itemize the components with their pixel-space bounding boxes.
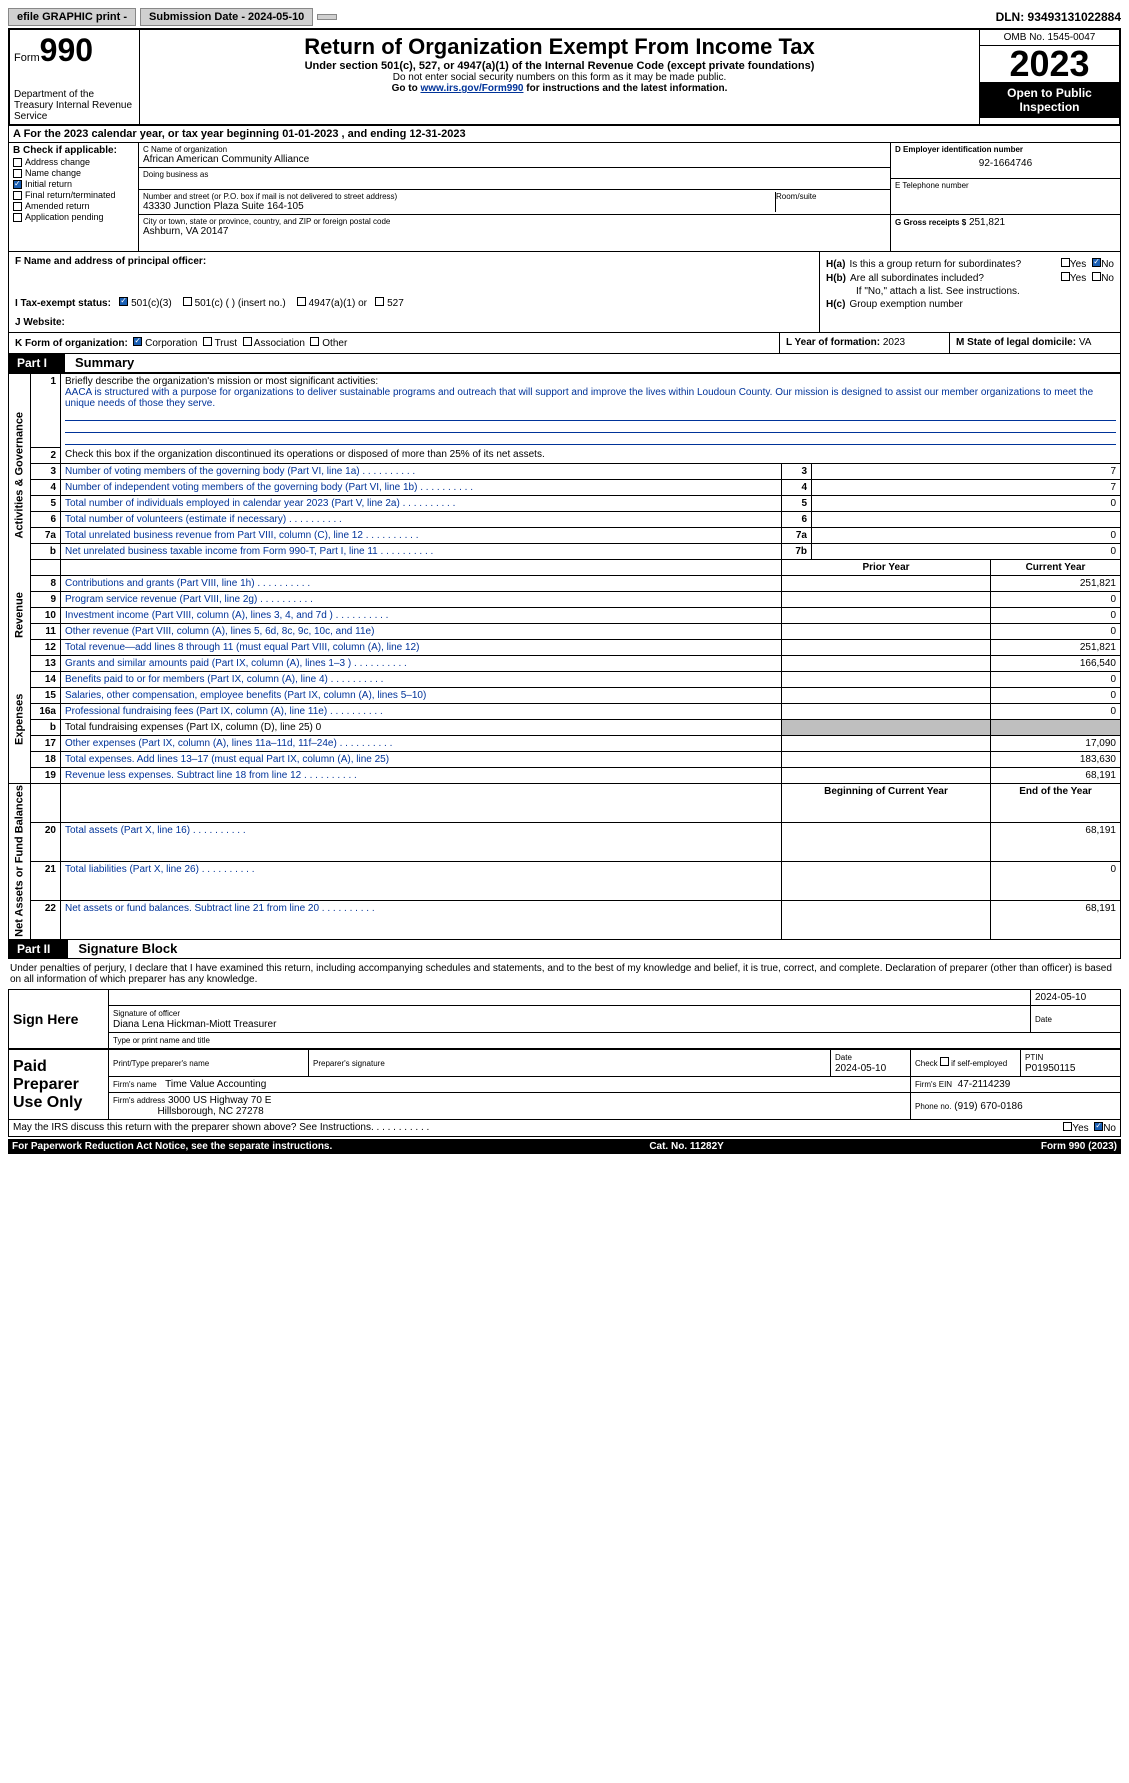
chk-final[interactable] — [13, 191, 22, 200]
chk-initial[interactable] — [13, 180, 22, 189]
discuss-row: May the IRS discuss this return with the… — [8, 1120, 1121, 1137]
period-row: A For the 2023 calendar year, or tax yea… — [8, 126, 1121, 143]
firm-phone: (919) 670-0186 — [954, 1101, 1022, 1112]
submission-btn[interactable]: Submission Date - 2024-05-10 — [140, 8, 313, 26]
perjury-text: Under penalties of perjury, I declare th… — [8, 959, 1121, 989]
box-l: L Year of formation: 2023 — [780, 333, 950, 353]
chk-assoc[interactable] — [243, 337, 252, 346]
chk-self-emp[interactable] — [940, 1057, 949, 1066]
subtitle-3: Go to www.irs.gov/Form990 for instructio… — [144, 83, 975, 94]
chk-hb-yes[interactable] — [1061, 272, 1070, 281]
tab-activities: Activities & Governance — [9, 374, 31, 576]
tax-year: 2023 — [980, 46, 1119, 82]
chk-527[interactable] — [375, 297, 384, 306]
gross-receipts: 251,821 — [969, 217, 1005, 228]
firm-name: Time Value Accounting — [165, 1079, 266, 1090]
chk-corp[interactable] — [133, 337, 142, 346]
org-name: African American Community Alliance — [143, 154, 886, 165]
chk-trust[interactable] — [203, 337, 212, 346]
efile-btn[interactable]: efile GRAPHIC print - — [8, 8, 136, 26]
chk-discuss-no[interactable] — [1094, 1122, 1103, 1131]
blank-btn — [317, 14, 337, 20]
box-m: M State of legal domicile: VA — [950, 333, 1120, 353]
form-header: Form990 Department of the Treasury Inter… — [8, 28, 1121, 126]
box-deg: D Employer identification number92-16647… — [890, 143, 1120, 251]
dept-label: Department of the Treasury Internal Reve… — [14, 69, 135, 122]
chk-name[interactable] — [13, 169, 22, 178]
chk-address[interactable] — [13, 158, 22, 167]
tab-expenses: Expenses — [9, 655, 31, 783]
chk-hb-no[interactable] — [1092, 272, 1101, 281]
form-title: Return of Organization Exempt From Incom… — [144, 34, 975, 60]
box-c: C Name of organizationAfrican American C… — [139, 143, 890, 251]
part1-header: Part ISummary — [8, 354, 1121, 373]
summary-table: Activities & Governance 1 Briefly descri… — [8, 373, 1121, 940]
ein: 92-1664746 — [895, 154, 1116, 169]
chk-4947[interactable] — [297, 297, 306, 306]
sign-here-label: Sign Here — [9, 990, 109, 1049]
footer-bar: For Paperwork Reduction Act Notice, see … — [8, 1139, 1121, 1154]
box-f-ij: F Name and address of principal officer:… — [9, 252, 820, 332]
chk-501c[interactable] — [183, 297, 192, 306]
chk-other[interactable] — [310, 337, 319, 346]
open-public: Open to Public Inspection — [980, 82, 1119, 118]
form-number: Form990 — [14, 32, 135, 69]
chk-discuss-yes[interactable] — [1063, 1122, 1072, 1131]
subtitle-2: Do not enter social security numbers on … — [144, 72, 975, 83]
tab-netassets: Net Assets or Fund Balances — [9, 783, 31, 940]
dln: DLN: 93493131022884 — [996, 10, 1121, 24]
tab-revenue: Revenue — [9, 575, 31, 655]
preparer-table: Paid Preparer Use Only Print/Type prepar… — [8, 1049, 1121, 1120]
box-k: K Form of organization: Corporation Trus… — [9, 333, 780, 353]
box-b: B Check if applicable: Address change Na… — [9, 143, 139, 251]
chk-ha-yes[interactable] — [1061, 258, 1070, 267]
part2-header: Part IISignature Block — [8, 940, 1121, 959]
chk-pending[interactable] — [13, 213, 22, 222]
top-bar: efile GRAPHIC print - Submission Date - … — [8, 8, 1121, 26]
chk-amended[interactable] — [13, 202, 22, 211]
ptin: P01950115 — [1025, 1063, 1075, 1074]
box-h: H(a)Is this a group return for subordina… — [820, 252, 1120, 332]
subtitle-1: Under section 501(c), 527, or 4947(a)(1)… — [144, 60, 975, 72]
chk-501c3[interactable] — [119, 297, 128, 306]
paid-preparer-label: Paid Preparer Use Only — [9, 1050, 109, 1120]
firm-ein: 47-2114239 — [958, 1079, 1011, 1090]
irs-link[interactable]: www.irs.gov/Form990 — [420, 83, 523, 94]
signature-table: Sign Here 2024-05-10 Signature of office… — [8, 989, 1121, 1049]
org-city: Ashburn, VA 20147 — [143, 226, 886, 237]
chk-ha-no[interactable] — [1092, 258, 1101, 267]
org-address: 43330 Junction Plaza Suite 164-105 — [143, 201, 775, 212]
mission-text: AACA is structured with a purpose for or… — [65, 387, 1093, 409]
officer-name: Diana Lena Hickman-Miott Treasurer — [113, 1019, 276, 1030]
